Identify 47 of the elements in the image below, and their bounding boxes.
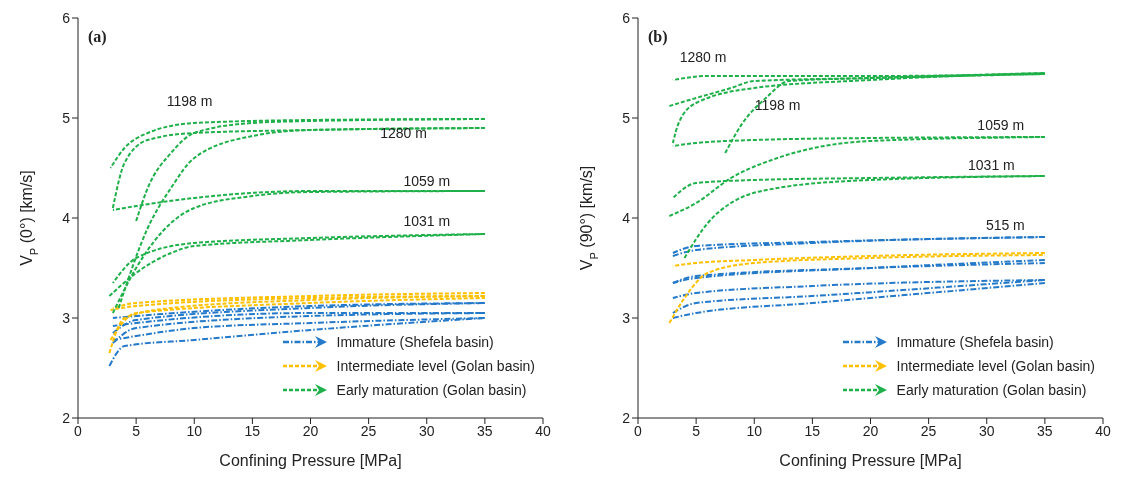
legend-label: Early maturation (Golan basin) [896,382,1087,398]
annotation: 1280 m [380,125,427,141]
annotation: 1280 m [679,49,727,65]
x-tick-label: 20 [862,422,879,439]
x-tick-label: 35 [477,422,493,439]
x-tick-label: 15 [244,422,261,439]
annotation: 1031 m [403,213,451,229]
legend-label: Immature (Shefela basin) [336,334,494,350]
x-tick-label: 30 [978,422,995,439]
x-tick-label: 25 [360,422,377,439]
legend-label: Early maturation (Golan basin) [336,382,527,398]
x-axis-title: Confining Pressure [MPa] [219,452,402,469]
x-tick-label: 0 [634,422,643,439]
y-tick-label: 5 [62,109,71,126]
legend-label: Immature (Shefela basin) [896,334,1054,350]
x-tick-label: 40 [1095,422,1111,439]
x-tick-label: 10 [746,422,763,439]
x-tick-label: 35 [1037,422,1053,439]
x-tick-label: 15 [804,422,821,439]
x-axis-title: Confining Pressure [MPa] [779,452,962,469]
x-tick-label: 25 [920,422,937,439]
y-tick-label: 2 [622,409,631,426]
text: (b) [648,28,668,46]
text: (a) [88,28,107,46]
y-tick-label: 2 [62,409,71,426]
y-tick-label: 3 [62,309,71,326]
y-tick-label: 6 [62,9,71,26]
y-tick-label: 4 [62,209,71,226]
annotation: 515 m [985,217,1025,233]
x-tick-label: 5 [132,422,141,439]
annotation: 1198 m [754,97,801,113]
x-tick-label: 40 [535,422,551,439]
x-tick-label: 0 [74,422,83,439]
x-tick-label: 20 [302,422,319,439]
y-tick-label: 4 [622,209,631,226]
y-tick-label: 3 [622,309,631,326]
x-tick-label: 5 [692,422,701,439]
legend-label: Intermediate level (Golan basin) [896,358,1095,374]
y-tick-label: 6 [622,9,631,26]
annotation: 1059 m [403,173,451,189]
x-tick-label: 30 [418,422,435,439]
x-tick-label: 10 [186,422,203,439]
y-tick-label: 5 [622,109,631,126]
legend-label: Intermediate level (Golan basin) [336,358,535,374]
annotation: 1198 m [166,93,213,109]
annotation: 1031 m [968,157,1015,173]
annotation: 1059 m [977,117,1025,133]
